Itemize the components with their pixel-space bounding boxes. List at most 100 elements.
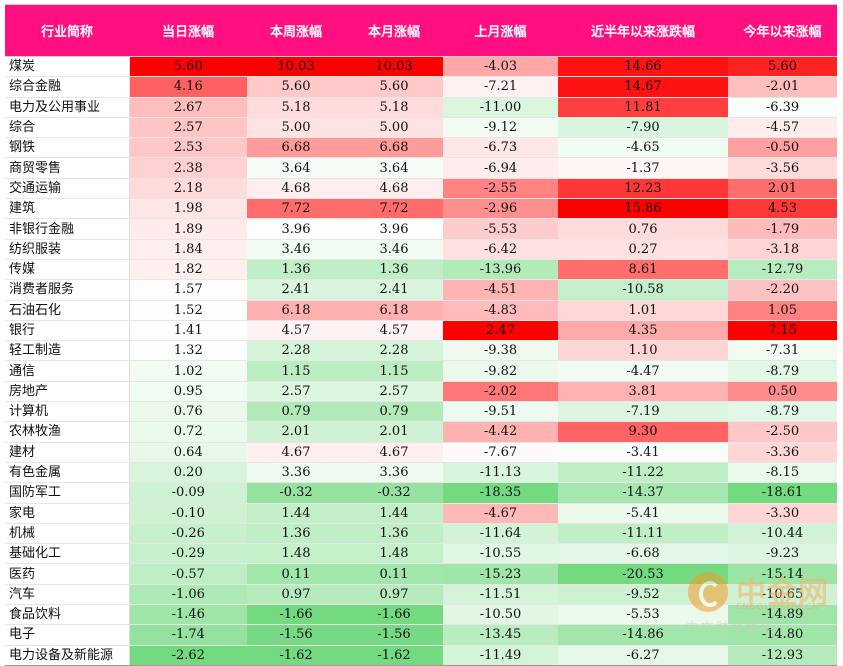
table-row: 石油石化 1.52 6.18 6.18 -4.83 1.01 1.05 — [5, 300, 837, 321]
value-cell: 0.50 — [728, 381, 837, 403]
value-cell: 0.95 — [129, 381, 247, 403]
value-cell: 5.18 — [247, 97, 345, 118]
industry-name-cell: 银行 — [5, 320, 130, 342]
table-row: 煤炭 5.60 10.03 10.03 -4.03 14.66 5.60 — [5, 56, 837, 78]
value-cell: 2.38 — [129, 157, 247, 179]
table-row: 家电 -0.10 1.44 1.44 -4.67 -5.41 -3.30 — [5, 503, 837, 524]
value-cell: -0.09 — [129, 482, 247, 504]
value-cell: 1.02 — [129, 360, 247, 382]
value-cell: 1.15 — [345, 360, 443, 382]
industry-name-cell: 电力及公用事业 — [5, 97, 130, 118]
value-cell: -11.13 — [443, 462, 558, 484]
value-cell: 2.67 — [129, 97, 247, 118]
value-cell: -4.65 — [558, 137, 728, 159]
value-cell: 4.57 — [345, 320, 443, 342]
value-cell: -3.30 — [728, 503, 837, 524]
column-header: 本月涨幅 — [345, 4, 443, 57]
value-cell: 0.20 — [129, 462, 247, 484]
value-cell: 2.41 — [247, 279, 345, 301]
value-cell: -6.27 — [558, 645, 728, 666]
table-row: 汽车 -1.06 0.97 0.97 -11.51 -9.52 -10.65 — [5, 584, 837, 606]
value-cell: -9.52 — [558, 584, 728, 606]
table-row: 钢铁 2.53 6.68 6.68 -6.73 -4.65 -0.50 — [5, 137, 837, 159]
industry-name-cell: 建材 — [5, 442, 130, 463]
value-cell: -1.56 — [247, 624, 345, 646]
value-cell: -15.14 — [728, 563, 837, 585]
value-cell: 2.57 — [129, 117, 247, 139]
value-cell: -7.67 — [443, 442, 558, 463]
value-cell: -18.35 — [443, 482, 558, 504]
value-cell: 2.01 — [728, 178, 837, 200]
column-header: 当日涨幅 — [129, 4, 247, 57]
table-body: 煤炭 5.60 10.03 10.03 -4.03 14.66 5.60 综合金融 4.16 5.… — [5, 56, 837, 666]
industry-name-cell: 计算机 — [5, 401, 130, 423]
value-cell: 14.66 — [558, 56, 728, 78]
table-row: 农林牧渔 0.72 2.01 2.01 -4.42 9.30 -2.50 — [5, 421, 837, 443]
industry-name-cell: 煤炭 — [5, 56, 130, 78]
value-cell: -5.53 — [443, 218, 558, 240]
value-cell: 2.01 — [345, 421, 443, 443]
value-cell: 0.97 — [345, 584, 443, 606]
value-cell: 6.18 — [345, 300, 443, 321]
value-cell: 1.44 — [247, 503, 345, 524]
value-cell: 0.72 — [129, 421, 247, 443]
value-cell: -11.11 — [558, 523, 728, 545]
column-header: 本周涨幅 — [247, 4, 345, 57]
value-cell: -0.32 — [247, 482, 345, 504]
value-cell: 0.11 — [247, 563, 345, 585]
value-cell: -1.66 — [345, 604, 443, 626]
value-cell: 1.98 — [129, 198, 247, 220]
value-cell: 0.79 — [345, 401, 443, 423]
value-cell: 5.00 — [345, 117, 443, 139]
value-cell: -2.01 — [728, 76, 837, 98]
value-cell: -1.66 — [247, 604, 345, 626]
value-cell: -6.42 — [443, 239, 558, 260]
value-cell: 10.03 — [345, 56, 443, 78]
value-cell: -5.41 — [558, 503, 728, 524]
value-cell: 3.46 — [247, 239, 345, 260]
value-cell: -2.50 — [728, 421, 837, 443]
value-cell: 6.68 — [247, 137, 345, 159]
value-cell: 3.36 — [345, 462, 443, 484]
value-cell: 1.44 — [345, 503, 443, 524]
value-cell: 1.52 — [129, 300, 247, 321]
table-row: 基础化工 -0.29 1.48 1.48 -10.55 -6.68 -9.23 — [5, 543, 837, 565]
value-cell: 0.27 — [558, 239, 728, 260]
value-cell: 1.01 — [558, 300, 728, 321]
value-cell: -9.82 — [443, 360, 558, 382]
industry-name-cell: 电子 — [5, 624, 130, 646]
table-row: 交通运输 2.18 4.68 4.68 -2.55 12.23 2.01 — [5, 178, 837, 200]
value-cell: -4.83 — [443, 300, 558, 321]
value-cell: -1.62 — [247, 645, 345, 666]
value-cell: 1.15 — [247, 360, 345, 382]
value-cell: 2.01 — [247, 421, 345, 443]
value-cell: 2.47 — [443, 320, 558, 342]
value-cell: 1.48 — [345, 543, 443, 565]
value-cell: -13.96 — [443, 259, 558, 281]
industry-name-cell: 基础化工 — [5, 543, 130, 565]
value-cell: 1.57 — [129, 279, 247, 301]
value-cell: -10.44 — [728, 523, 837, 545]
industry-name-cell: 家电 — [5, 503, 130, 524]
value-cell: 0.79 — [247, 401, 345, 423]
value-cell: 0.76 — [129, 401, 247, 423]
table-row: 国防军工 -0.09 -0.32 -0.32 -18.35 -14.37 -18.61 — [5, 482, 837, 504]
value-cell: 2.53 — [129, 137, 247, 159]
value-cell: 4.53 — [728, 198, 837, 220]
value-cell: -14.80 — [728, 624, 837, 646]
value-cell: 7.15 — [728, 320, 837, 342]
table-row: 建筑 1.98 7.72 7.72 -2.96 15.86 4.53 — [5, 198, 837, 220]
industry-name-cell: 纺织服装 — [5, 239, 130, 260]
value-cell: 5.18 — [345, 97, 443, 118]
table-row: 银行 1.41 4.57 4.57 2.47 4.35 7.15 — [5, 320, 837, 342]
value-cell: 0.11 — [345, 563, 443, 585]
header-row: 行业简称 当日涨幅 本周涨幅 本月涨幅 上月涨幅 近半年以来涨跌幅 今年以来涨幅 — [5, 4, 837, 57]
column-header: 近半年以来涨跌幅 — [558, 4, 728, 57]
value-cell: 1.41 — [129, 320, 247, 342]
value-cell: -0.57 — [129, 563, 247, 585]
industry-performance-table: 行业简称 当日涨幅 本周涨幅 本月涨幅 上月涨幅 近半年以来涨跌幅 今年以来涨幅 煤炭 5.6… — [5, 4, 837, 666]
industry-name-cell: 国防军工 — [5, 482, 130, 504]
table-row: 综合金融 4.16 5.60 5.60 -7.21 14.67 -2.01 — [5, 76, 837, 98]
table-row: 综合 2.57 5.00 5.00 -9.12 -7.90 -4.57 — [5, 117, 837, 139]
value-cell: -10.55 — [443, 543, 558, 565]
